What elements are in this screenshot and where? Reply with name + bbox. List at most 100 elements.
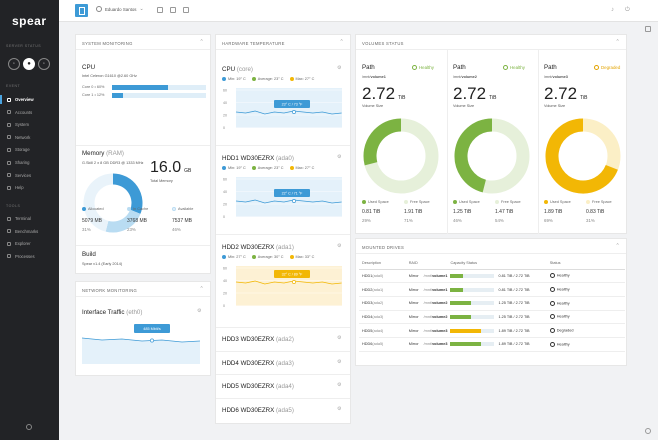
- collapse-chevron-icon[interactable]: ⌃: [615, 39, 620, 45]
- volume-free-pct: 54%: [495, 218, 504, 223]
- sidebar-item-benchmarks[interactable]: Benchmarks: [0, 226, 59, 237]
- settings-gear-icon[interactable]: ⚙: [337, 382, 342, 388]
- column-header[interactable]: Status: [546, 257, 625, 270]
- system-monitoring-title: SYSTEM MONITORING: [82, 41, 133, 46]
- y-tick-label: 20: [223, 203, 227, 207]
- server-toggle-1[interactable]: ◦: [8, 58, 20, 70]
- memory-slice-in-cache: [105, 209, 141, 233]
- temp-tooltip-bg: [274, 189, 310, 197]
- collapse-chevron-icon[interactable]: ⌃: [199, 39, 204, 45]
- notification-bell-icon[interactable]: ♪: [611, 7, 614, 13]
- drive-description: HDD6(ada5): [359, 337, 406, 352]
- y-tick-label: 60: [223, 89, 227, 93]
- sidebar-item-processes[interactable]: Processes: [0, 251, 59, 262]
- table-row[interactable]: HDD1(ada0) Mirror/mnt/volume1 0.81 TiB / 2…: [359, 269, 625, 284]
- temp-title-text: HDD2 WD30EZRX: [222, 244, 275, 251]
- volume-free-value: 1.91 TiB: [404, 209, 423, 215]
- capacity-bar: [450, 328, 495, 333]
- drive-volume: volume2: [432, 301, 448, 306]
- sidebar-item-terminal[interactable]: Terminal: [0, 213, 59, 224]
- volume-used-value: 1.25 TiB: [453, 209, 472, 215]
- table-row[interactable]: HDD3(ada2) Mirror/mnt/volume2 1.25 TiB / 2…: [359, 296, 625, 311]
- check-circle-icon: [549, 341, 555, 347]
- settings-gear-icon[interactable]: ⚙: [337, 65, 342, 71]
- collapse-icon[interactable]: [26, 424, 32, 430]
- temp-title: CPU (core): [222, 66, 253, 73]
- settings-gear-icon[interactable]: ⚙: [197, 308, 202, 314]
- cpu-model: Intel Celeron G1610 @2.60 GHz: [82, 74, 137, 78]
- memory-total-unit: GB: [184, 168, 192, 174]
- sidebar-item-explorer[interactable]: Explorer: [0, 238, 59, 249]
- list-view-icon[interactable]: [170, 7, 176, 13]
- user-menu[interactable]: Eduardo Santos ⌄: [96, 6, 144, 12]
- server-toggle-2[interactable]: ●: [23, 58, 35, 70]
- capacity-bar-fill: [450, 287, 464, 292]
- window-icon[interactable]: [645, 26, 651, 32]
- temp-legend-min: Min: 19° C: [222, 77, 246, 81]
- sidebar-item-accounts[interactable]: Accounts: [0, 107, 59, 118]
- sidebar-item-label: Terminal: [15, 216, 31, 221]
- column-header[interactable]: Description: [359, 257, 406, 270]
- drive-name: HDD2: [362, 287, 373, 292]
- cpu-core-bar: [112, 92, 206, 98]
- legend-dot-icon: [251, 255, 256, 259]
- network-monitoring-header: NETWORK MONITORING ⌃: [76, 282, 210, 297]
- table-row[interactable]: HDD6(ada5) Mirror/mnt/volume3 1.89 TiB / 2…: [359, 337, 625, 352]
- divider: [76, 145, 210, 146]
- temp-tooltip-bg: [274, 270, 310, 278]
- collapse-chevron-icon[interactable]: ⌃: [615, 243, 620, 249]
- help-icon[interactable]: [645, 428, 651, 434]
- check-circle-icon: [549, 328, 555, 334]
- server-toggle-3[interactable]: ◦: [38, 58, 50, 70]
- volume-free-pct: 71%: [404, 218, 413, 223]
- drive-name: HDD5: [362, 328, 373, 333]
- sidebar-item-overview[interactable]: Overview: [0, 94, 59, 105]
- sidebar-item-label: System: [15, 122, 29, 128]
- settings-gear-icon[interactable]: ⚙: [337, 358, 342, 365]
- memory-legend-value: 3768 MB: [127, 218, 148, 224]
- sidebar-item-help[interactable]: Help: [0, 182, 59, 193]
- memory-slice-allocated: [112, 173, 143, 214]
- volume-legend-free-label: Free Space: [592, 200, 612, 204]
- volumes-status-panel: VOLUMES STATUS ⌃ Path Healthy/mnt/volume1 2…: [355, 34, 627, 234]
- legend-dot-icon: [127, 207, 131, 211]
- sidebar-item-services[interactable]: Services: [0, 170, 59, 181]
- volume-status-text: Healthy: [510, 65, 525, 70]
- settings-gear-icon[interactable]: ⚙: [337, 243, 342, 249]
- drive-status-text: Healthy: [556, 314, 570, 319]
- drive-mount-prefix: /mnt/: [423, 314, 433, 319]
- sidebar-item-storage[interactable]: Storage: [0, 144, 59, 155]
- table-row[interactable]: HDD2(ada1) Mirror/mnt/volume1 0.81 TiB / 2…: [359, 282, 625, 297]
- column-header[interactable]: Capacity Status: [447, 257, 547, 270]
- temp-tooltip: 22° C / 71 °F: [282, 191, 303, 195]
- sidebar-item-network[interactable]: Network: [0, 132, 59, 143]
- collapse-chevron-icon[interactable]: ⌃: [199, 286, 204, 292]
- legend-dot-icon: [251, 166, 256, 170]
- settings-gear-icon[interactable]: ⚙: [337, 335, 342, 341]
- volume-path-label: Path: [362, 64, 375, 71]
- document-icon[interactable]: [183, 7, 189, 13]
- temp-legend-max-text: Max: 27° C: [295, 77, 315, 81]
- server-1-icon: ◦: [12, 61, 16, 67]
- settings-gear-icon[interactable]: ⚙: [337, 405, 342, 412]
- settings-gear-icon[interactable]: ⚙: [337, 154, 342, 160]
- collapse-chevron-icon[interactable]: ⌃: [339, 39, 344, 45]
- temp-legend-avg: Average: 23° C: [251, 77, 284, 81]
- table-row[interactable]: HDD5(ada4) Mirror/mnt/volume3 1.89 TiB / 2…: [359, 323, 625, 338]
- drive-raid-type: Mirror: [408, 314, 419, 319]
- volume-size-value: 2.72: [544, 84, 578, 103]
- table-row[interactable]: HDD4(ada3) Mirror/mnt/volume2 1.25 TiB / 2…: [359, 310, 625, 325]
- capacity-text: 0.81 TiB / 2.72 TiB: [498, 287, 530, 292]
- memory-legend-value: 7537 MB: [172, 218, 193, 224]
- memory-legend-item: In Cache: [127, 207, 148, 211]
- accounts-icon: [7, 110, 11, 115]
- column-header[interactable]: RAID: [405, 257, 448, 270]
- sidebar-item-system[interactable]: System: [0, 119, 59, 130]
- power-icon[interactable]: ⏻: [625, 7, 630, 13]
- menu-toggle-button[interactable]: [75, 4, 88, 17]
- drive-raid-type: Mirror: [408, 328, 419, 333]
- volume-path-prefix: /mnt/: [362, 75, 371, 79]
- check-circle-icon: [549, 273, 555, 279]
- grid-view-icon[interactable]: [157, 7, 163, 13]
- sidebar-item-sharing[interactable]: Sharing: [0, 157, 59, 168]
